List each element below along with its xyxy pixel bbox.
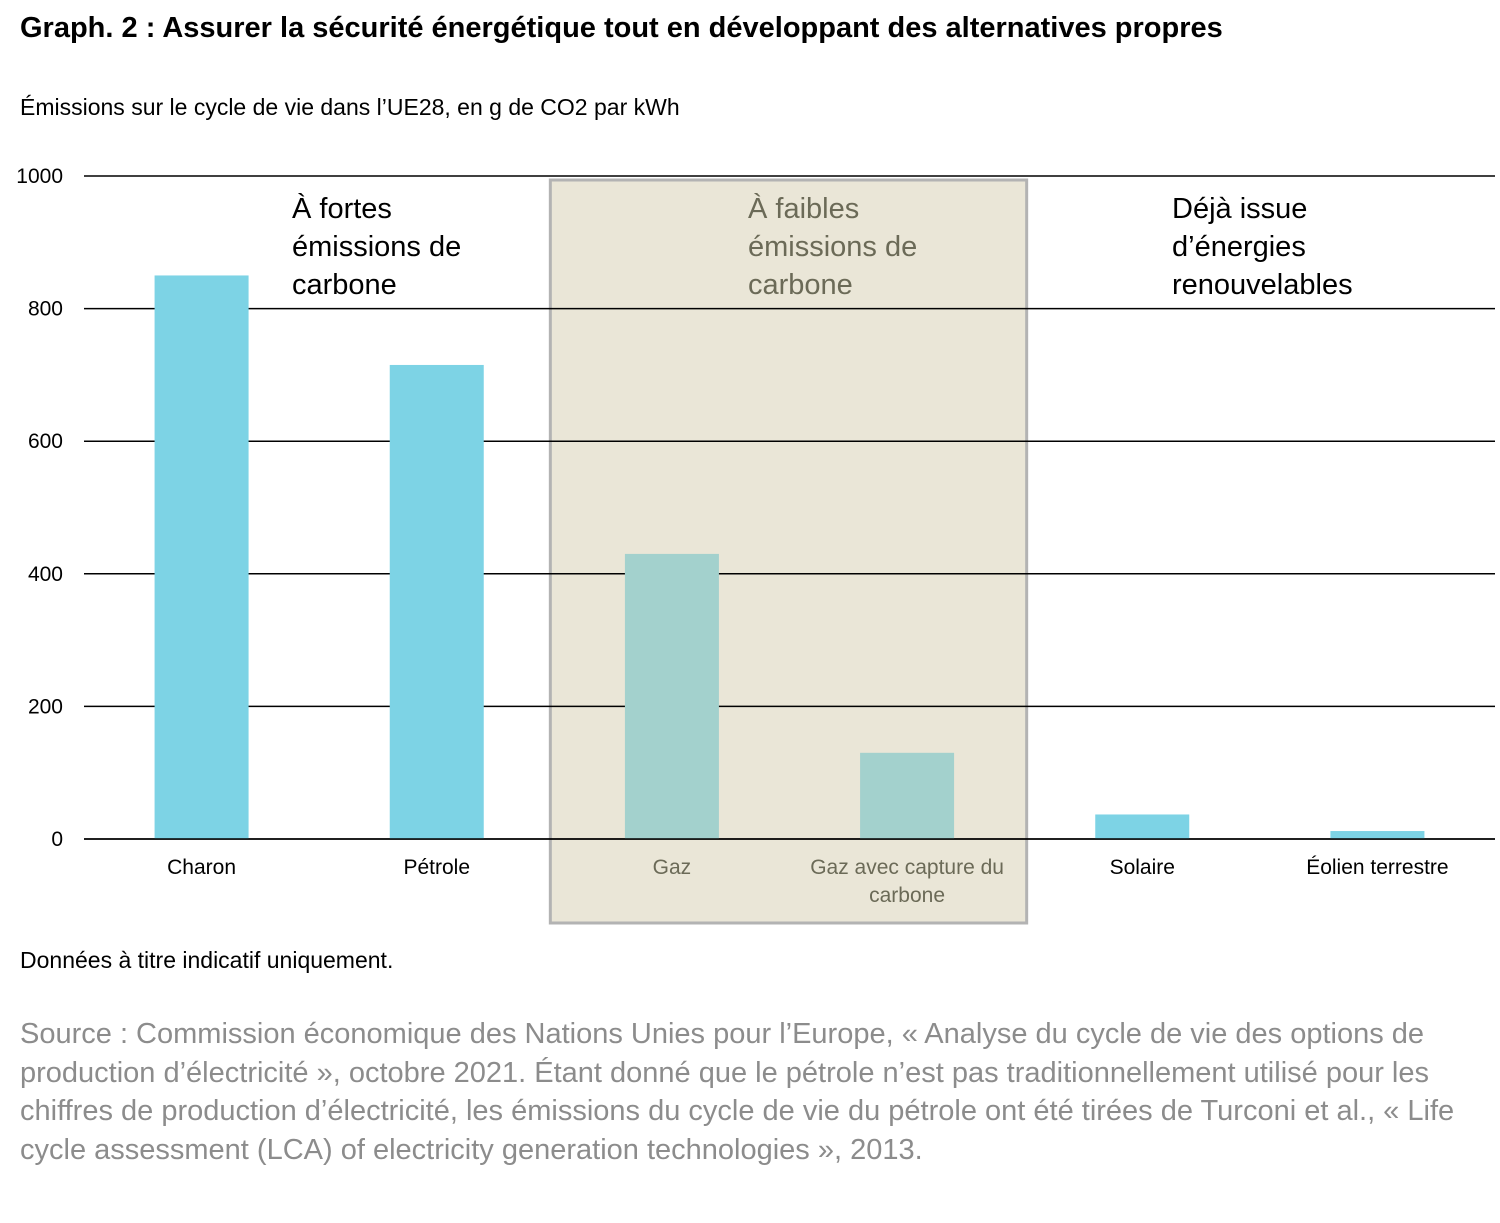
y-tick-label: 800 (28, 298, 63, 321)
bar (389, 364, 484, 839)
y-tick-label: 1000 (16, 165, 63, 188)
group-label-low-emissions: À faibles émissions de carbone (748, 193, 918, 301)
group-label-renewables: Déjà issue d’énergies renouvelables (1172, 193, 1353, 301)
y-tick-label: 200 (28, 695, 63, 718)
bar (860, 752, 955, 839)
x-tick-label: Pétrole (403, 856, 470, 879)
x-tick-label: Solaire (1110, 856, 1175, 879)
bar (1095, 814, 1190, 839)
bar (624, 553, 719, 839)
x-tick-label: Charon (167, 856, 236, 879)
group-label-high-emissions: À fortes émissions de carbone (292, 193, 462, 301)
y-tick-label: 400 (28, 563, 63, 586)
x-tick-label: Gaz avec capture du carbone (810, 856, 1004, 907)
bar (1330, 831, 1425, 839)
y-tick-label: 600 (28, 430, 63, 453)
x-tick-label: Éolien terrestre (1306, 856, 1448, 879)
x-tick-label: Gaz (653, 856, 692, 879)
chart-title: Graph. 2 : Assurer la sécurité énergétiq… (20, 12, 1223, 44)
chart-subtitle: Émissions sur le cycle de vie dans l’UE2… (20, 94, 680, 120)
bar-chart: 0 200 400 600 800 1000 Charon Pétrole Gaz Gaz ave… (16, 165, 1495, 925)
bar (154, 275, 249, 839)
y-tick-label: 0 (51, 828, 63, 851)
chart-source: Source : Commission économique des Natio… (20, 1018, 1455, 1166)
chart-note: Données à titre indicatif uniquement. (20, 947, 394, 973)
